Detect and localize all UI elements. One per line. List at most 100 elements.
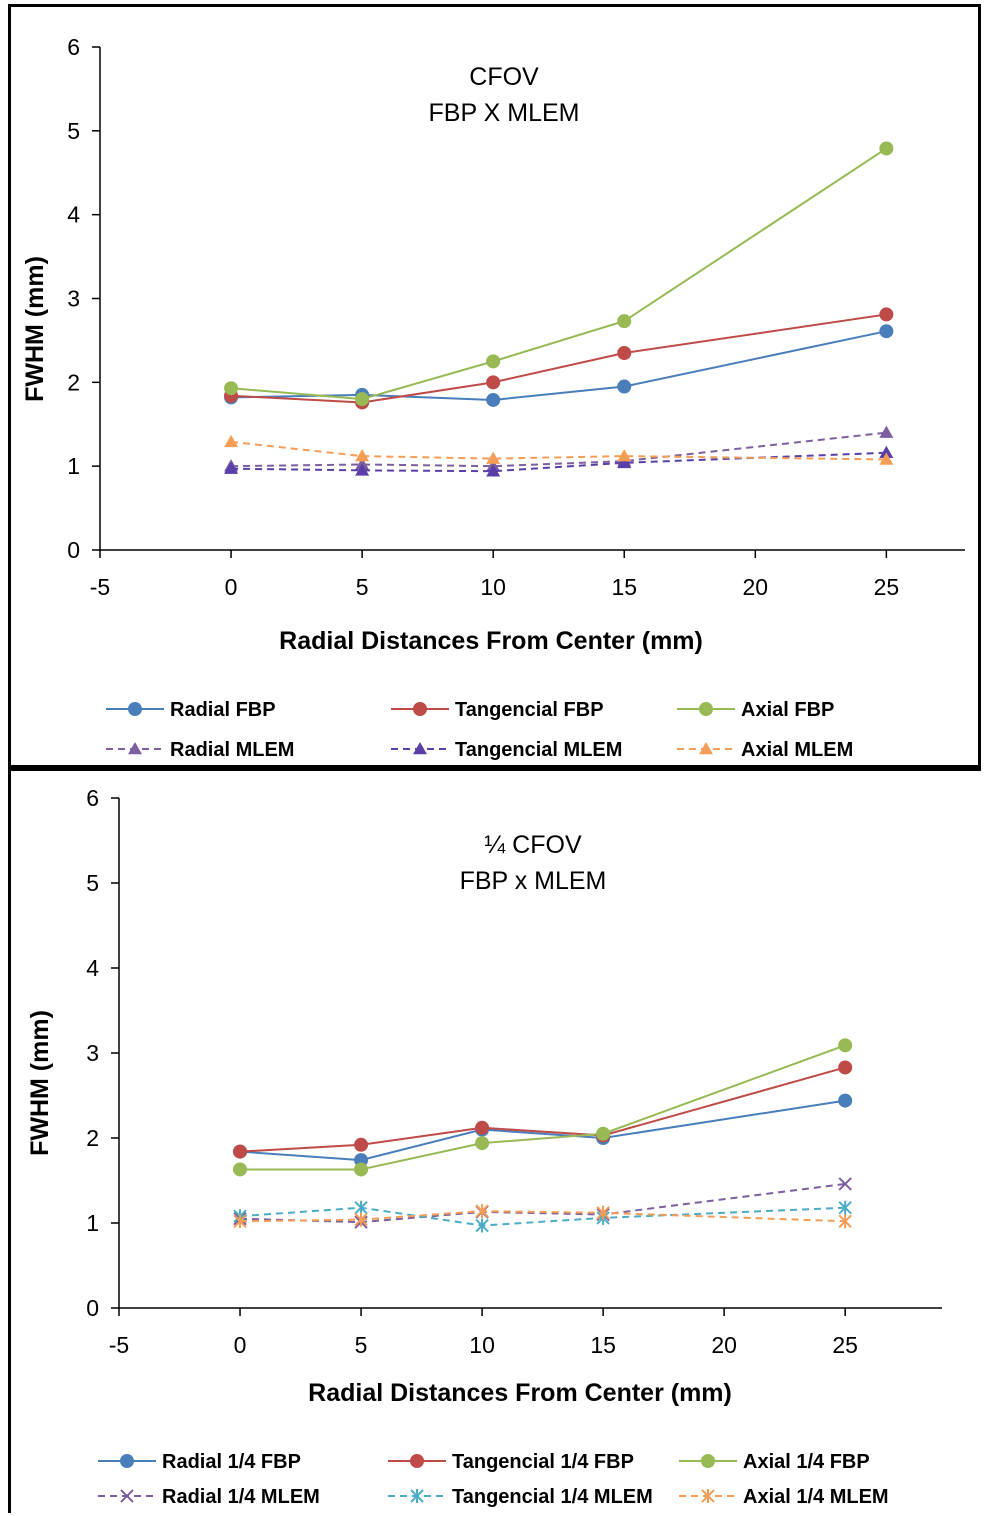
data-point bbox=[224, 381, 239, 396]
legend-entry-tangencial-1-4-mlem: Tangencial 1/4 MLEM bbox=[388, 1486, 653, 1508]
x-tick-label: -5 bbox=[109, 1332, 129, 1358]
chart-title-line: CFOV bbox=[469, 63, 539, 91]
legend-label: Tangencial 1/4 MLEM bbox=[452, 1486, 653, 1508]
y-tick-label: 3 bbox=[67, 286, 80, 312]
series-radial-mlem bbox=[224, 425, 894, 472]
y-tick-label: 4 bbox=[86, 955, 99, 981]
series-line-axial-1-4-mlem bbox=[240, 1210, 846, 1223]
legend-marker bbox=[701, 1489, 715, 1503]
x-tick-label: 15 bbox=[611, 574, 637, 600]
y-tick-label: 4 bbox=[67, 202, 80, 228]
data-point bbox=[486, 464, 501, 477]
chart-title-line: FBP x MLEM bbox=[460, 867, 607, 895]
legend-label: Axial 1/4 FBP bbox=[743, 1451, 870, 1473]
series-line-tangencial-fbp bbox=[231, 313, 887, 404]
data-point bbox=[475, 1218, 489, 1233]
series-axial-1-4-fbp bbox=[233, 1038, 853, 1177]
legend-marker bbox=[128, 742, 142, 755]
series-line-axial-mlem bbox=[230, 440, 887, 461]
legend-entry-radial-1-4-fbp: Radial 1/4 FBP bbox=[98, 1451, 301, 1473]
data-point bbox=[879, 445, 894, 459]
data-point bbox=[486, 375, 501, 390]
data-point bbox=[355, 449, 370, 462]
data-point bbox=[838, 1093, 853, 1108]
series-line-radial-1-4-mlem bbox=[240, 1182, 846, 1224]
data-point bbox=[475, 1204, 489, 1219]
x-tick-label: 0 bbox=[225, 574, 238, 600]
data-point bbox=[617, 449, 632, 462]
data-point bbox=[486, 392, 501, 407]
y-tick-label: 6 bbox=[86, 785, 99, 811]
y-tick-label: 3 bbox=[86, 1040, 99, 1066]
series-line-axial-1-4-fbp bbox=[240, 1044, 846, 1171]
data-point bbox=[486, 451, 501, 464]
data-point bbox=[354, 1137, 369, 1152]
legend-marker bbox=[699, 702, 713, 716]
data-point bbox=[354, 1212, 368, 1227]
data-point bbox=[475, 1136, 490, 1151]
legend-label: Radial 1/4 FBP bbox=[162, 1451, 301, 1473]
legend-entry-axial-1-4-mlem: Axial 1/4 MLEM bbox=[679, 1486, 889, 1508]
x-axis-label: Radial Distances From Center (mm) bbox=[308, 1379, 732, 1407]
legend-marker bbox=[699, 742, 713, 755]
series-radial-1-4-fbp bbox=[233, 1093, 853, 1168]
legend-label: Radial FBP bbox=[170, 699, 276, 721]
y-tick-label: 1 bbox=[86, 1210, 99, 1236]
legend-marker bbox=[120, 1454, 134, 1468]
x-tick-label: -5 bbox=[90, 574, 110, 600]
legend-label: Radial 1/4 MLEM bbox=[162, 1486, 320, 1508]
data-point bbox=[224, 461, 239, 474]
legend-label: Axial FBP bbox=[741, 699, 834, 721]
data-point bbox=[617, 345, 632, 360]
legend-entry-tangencial-mlem: Tangencial MLEM bbox=[391, 739, 622, 761]
data-point bbox=[354, 1200, 368, 1215]
data-point bbox=[596, 1126, 611, 1141]
chart-panel-cfov: CFOV FBP X MLEM 0 1 2 3 4 5 6 -5 0 5 10 15 20 25 Radial … bbox=[8, 4, 981, 768]
chart-title-line: FBP X MLEM bbox=[429, 99, 580, 127]
x-tick-label: 10 bbox=[480, 574, 506, 600]
legend-entry-radial-mlem: Radial MLEM bbox=[106, 739, 294, 761]
legend-label: Radial MLEM bbox=[170, 739, 294, 761]
legend-entry-radial-fbp: Radial FBP bbox=[106, 699, 276, 721]
data-point bbox=[838, 1214, 852, 1229]
data-point bbox=[224, 434, 239, 448]
data-point bbox=[475, 1120, 490, 1135]
legend-entry-axial-fbp: Axial FBP bbox=[677, 699, 834, 721]
series-tangencial-1-4-fbp bbox=[233, 1060, 853, 1159]
series-line-axial-fbp bbox=[230, 147, 887, 401]
series-axial-fbp bbox=[224, 141, 894, 407]
legend-marker bbox=[120, 1489, 134, 1503]
data-point bbox=[355, 463, 370, 476]
legend-entry-tangencial-fbp: Tangencial FBP bbox=[391, 699, 604, 721]
data-point bbox=[486, 354, 501, 369]
x-tick-label: 10 bbox=[469, 1332, 495, 1358]
y-tick-label: 2 bbox=[67, 369, 80, 395]
legend-marker bbox=[413, 742, 427, 755]
series-radial-fbp bbox=[224, 324, 894, 407]
legend-marker bbox=[410, 1489, 424, 1503]
legend-label: Axial 1/4 MLEM bbox=[743, 1486, 889, 1508]
data-point bbox=[879, 324, 894, 339]
legend-entry-radial-1-4-mlem: Radial 1/4 MLEM bbox=[98, 1486, 320, 1508]
series-line-tangencial-mlem bbox=[231, 451, 887, 473]
chart-cfov: CFOV FBP X MLEM 0 1 2 3 4 5 6 -5 0 5 10 15 20 25 Radial … bbox=[21, 34, 965, 761]
series-line-tangencial-1-4-mlem bbox=[239, 1206, 846, 1227]
data-point bbox=[233, 1162, 248, 1177]
data-point bbox=[879, 452, 894, 465]
data-point bbox=[596, 1205, 610, 1220]
y-tick-label: 5 bbox=[67, 118, 80, 144]
chart-panel-quarter-cfov: ¼ CFOV FBP x MLEM 0 1 2 3 4 5 6 -5 0 5 10 15 20 25 Radia… bbox=[8, 768, 981, 1513]
data-point bbox=[233, 1214, 247, 1229]
data-point bbox=[879, 307, 894, 322]
y-tick-label: 0 bbox=[67, 537, 80, 563]
x-tick-label: 20 bbox=[711, 1332, 737, 1358]
legend-marker bbox=[410, 1454, 424, 1468]
y-tick-label: 0 bbox=[86, 1295, 99, 1321]
legend-marker bbox=[701, 1454, 715, 1468]
x-tick-label: 0 bbox=[234, 1332, 247, 1358]
data-point bbox=[838, 1038, 853, 1053]
legend-label: Tangencial FBP bbox=[455, 699, 604, 721]
series-line-radial-mlem bbox=[231, 431, 887, 468]
y-tick-label: 6 bbox=[67, 34, 80, 60]
x-tick-label: 5 bbox=[356, 574, 369, 600]
